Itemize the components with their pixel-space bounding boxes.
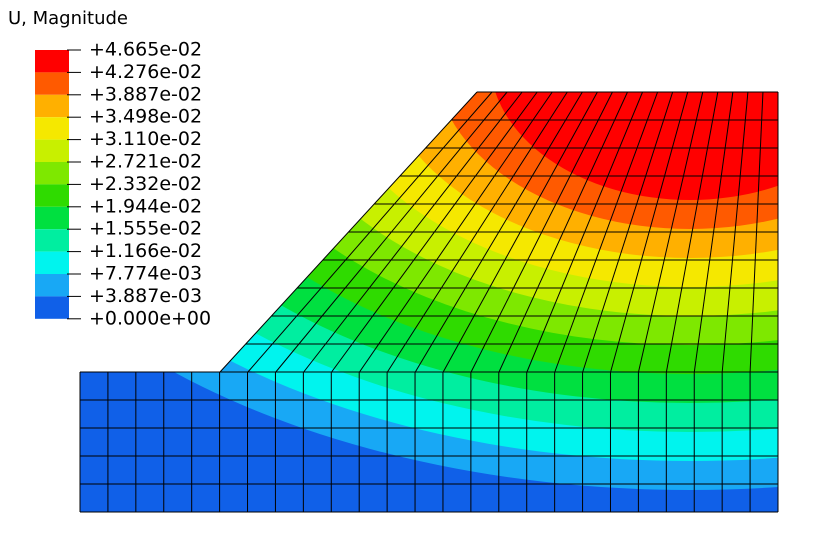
legend-swatch <box>35 94 69 118</box>
legend: +4.665e-02+4.276e-02+3.887e-02+3.498e-02… <box>35 39 211 329</box>
legend-label: +3.110e-02 <box>89 128 202 150</box>
legend-label: +4.665e-02 <box>89 39 202 61</box>
legend-label: +2.721e-02 <box>89 151 202 173</box>
legend-swatch <box>35 117 69 140</box>
legend-swatch <box>35 206 69 230</box>
legend-swatch <box>35 50 69 73</box>
legend-label: +4.276e-02 <box>89 61 202 83</box>
legend-label: +0.000e+00 <box>89 307 211 329</box>
legend-swatch <box>35 72 69 95</box>
legend-label: +1.555e-02 <box>89 218 202 240</box>
mesh <box>79 91 779 513</box>
contour-band <box>490 92 778 200</box>
legend-label: +2.332e-02 <box>89 173 202 195</box>
legend-swatch <box>35 229 69 252</box>
legend-label: +7.774e-03 <box>89 263 202 285</box>
legend-label: +3.887e-03 <box>89 285 202 307</box>
legend-title: U, Magnitude <box>8 8 128 29</box>
legend-swatch <box>35 162 69 185</box>
legend-label: +3.887e-02 <box>89 83 202 105</box>
legend-swatch <box>35 274 69 297</box>
legend-label: +3.498e-02 <box>89 106 202 128</box>
legend-label: +1.166e-02 <box>89 240 202 262</box>
legend-swatch <box>35 139 69 162</box>
legend-swatch <box>35 296 69 319</box>
legend-swatch <box>35 184 69 207</box>
legend-swatch <box>35 251 69 274</box>
legend-label: +1.944e-02 <box>89 195 202 217</box>
